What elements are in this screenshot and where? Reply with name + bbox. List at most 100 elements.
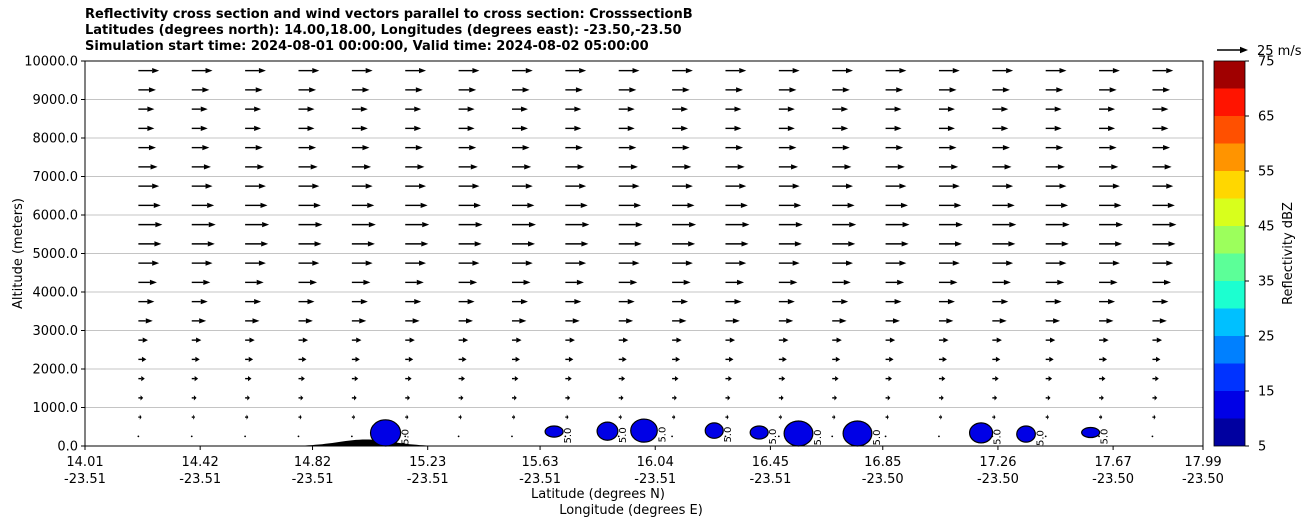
wind-vector-head <box>582 222 590 228</box>
y-tick-label: 6000.0 <box>33 209 79 224</box>
wind-vector <box>938 279 958 285</box>
wind-vector <box>778 183 800 189</box>
wind-vector <box>1099 260 1120 266</box>
wind-vector-head <box>952 183 960 189</box>
wind-vector-head <box>141 356 147 362</box>
wind-vector <box>885 164 905 170</box>
wind-vector-head <box>842 87 850 93</box>
wind-vector-head <box>951 164 959 170</box>
x-tick-label-lon: -23.50 <box>1092 472 1134 487</box>
wind-vector-head <box>1056 87 1064 93</box>
reflectivity-cell <box>704 422 724 439</box>
wind-vector-head <box>580 202 588 208</box>
wind-vector <box>672 145 690 151</box>
wind-vector-head <box>1061 241 1069 247</box>
y-axis-label: Altitude (meters) <box>11 198 26 309</box>
wind-vector-head <box>513 414 516 420</box>
wind-vector-head <box>139 414 142 420</box>
wind-vector <box>191 318 207 324</box>
colorbar-band <box>1214 143 1245 171</box>
wind-vector <box>405 145 423 151</box>
wind-vector <box>1099 183 1120 189</box>
x-tick-label-lat: 16.85 <box>864 455 901 470</box>
wind-vector-head <box>254 125 262 131</box>
wind-vector <box>725 376 732 382</box>
wind-vector-head <box>414 299 422 305</box>
wind-vector <box>405 241 429 247</box>
contour-label: 5.0 <box>657 427 668 443</box>
wind-vector <box>1045 356 1054 362</box>
wind-vector-head <box>841 299 849 305</box>
wind-vector-head <box>844 164 852 170</box>
wind-vector <box>1045 164 1065 170</box>
wind-vector-head <box>899 68 907 74</box>
wind-vector-head <box>203 279 211 285</box>
wind-vector <box>1099 395 1104 401</box>
wind-vector-head <box>579 183 587 189</box>
colorbar-band <box>1214 336 1245 364</box>
colorbar-tick-label: 5 <box>1258 440 1266 455</box>
wind-vector <box>938 125 955 131</box>
wind-vector <box>672 202 695 208</box>
wind-vector-head <box>846 68 854 74</box>
wind-vector <box>351 241 375 247</box>
x-tick-label-lon: -23.50 <box>977 472 1019 487</box>
wind-vector-head <box>193 414 195 420</box>
wind-vector-head <box>635 222 643 228</box>
wind-vector <box>405 356 414 362</box>
wind-vector <box>778 299 795 305</box>
wind-vector <box>298 279 318 285</box>
wind-vector-head <box>955 222 963 228</box>
wind-vector-head <box>674 376 679 382</box>
wind-vector-head <box>462 356 467 362</box>
wind-vector <box>298 222 323 228</box>
wind-vector <box>778 356 787 362</box>
wind-vector <box>1099 318 1114 324</box>
wind-vector-head <box>1163 145 1171 151</box>
wind-vector <box>938 87 957 93</box>
wind-vector-head <box>302 356 307 362</box>
wind-vector-head <box>515 356 520 362</box>
wind-vector <box>1099 356 1108 362</box>
wind-vector-head <box>196 337 202 343</box>
x-tick-label-lat: 17.99 <box>1184 455 1221 470</box>
wind-vector <box>618 356 627 362</box>
wind-vector <box>1045 183 1067 189</box>
wind-vector-head <box>1006 260 1014 266</box>
wind-vector <box>138 87 156 93</box>
x-tick-label-lat: 15.63 <box>521 455 558 470</box>
wind-vector <box>565 202 588 208</box>
wind-vector-head <box>415 87 423 93</box>
wind-vector <box>725 125 742 131</box>
wind-vector-head <box>417 164 425 170</box>
colorbar-band <box>1214 253 1245 281</box>
wind-vector-head <box>994 395 998 401</box>
wind-vector-head <box>312 260 320 266</box>
wind-vector-head <box>849 222 857 228</box>
wind-vector-head <box>782 356 787 362</box>
wind-vector <box>565 260 587 266</box>
wind-vector <box>405 395 411 401</box>
wind-vector <box>511 164 532 170</box>
wind-vector <box>458 260 480 266</box>
wind-vector-head <box>408 376 412 382</box>
wind-vector-head <box>261 241 269 247</box>
x-tick-label-lon: -23.51 <box>292 472 334 487</box>
wind-vector <box>1152 183 1174 189</box>
wind-vector-head <box>630 279 638 285</box>
wind-vector <box>1099 299 1116 305</box>
wind-vector <box>458 241 482 247</box>
colorbar-band <box>1214 116 1245 144</box>
wind-vector-head <box>147 299 155 305</box>
wind-vector-head <box>258 68 266 74</box>
wind-vector-head <box>467 299 475 305</box>
wind-vector-head <box>792 260 800 266</box>
wind-vector <box>1045 395 1051 401</box>
wind-vector-head <box>514 395 517 401</box>
wind-vector-head <box>467 125 475 131</box>
wind-vector <box>1045 202 1069 208</box>
wind-vector-head <box>792 183 800 189</box>
wind-vector-head <box>739 183 747 189</box>
wind-vector-head <box>1161 299 1169 305</box>
wind-vector-head <box>579 260 587 266</box>
